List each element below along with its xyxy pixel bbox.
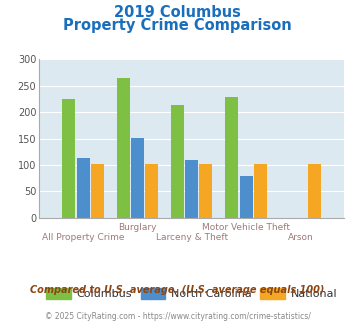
Text: 2019 Columbus: 2019 Columbus xyxy=(114,5,241,20)
Text: Arson: Arson xyxy=(288,233,313,242)
Legend: Columbus, North Carolina, National: Columbus, North Carolina, National xyxy=(42,283,342,304)
Text: All Property Crime: All Property Crime xyxy=(42,233,124,242)
Text: Larceny & Theft: Larceny & Theft xyxy=(155,233,228,242)
Bar xyxy=(145,164,158,218)
Bar xyxy=(254,164,267,218)
Text: Property Crime Comparison: Property Crime Comparison xyxy=(63,18,292,33)
Bar xyxy=(77,158,89,218)
Bar xyxy=(62,99,75,218)
Bar xyxy=(225,97,238,218)
Text: © 2025 CityRating.com - https://www.cityrating.com/crime-statistics/: © 2025 CityRating.com - https://www.city… xyxy=(45,312,310,321)
Bar xyxy=(171,105,184,218)
Text: Motor Vehicle Theft: Motor Vehicle Theft xyxy=(202,223,290,232)
Bar xyxy=(91,164,104,218)
Bar xyxy=(185,160,198,218)
Text: Burglary: Burglary xyxy=(118,223,157,232)
Text: Compared to U.S. average. (U.S. average equals 100): Compared to U.S. average. (U.S. average … xyxy=(30,285,325,295)
Bar xyxy=(240,176,252,218)
Bar xyxy=(200,164,212,218)
Bar xyxy=(308,164,321,218)
Bar xyxy=(117,78,130,218)
Bar xyxy=(131,138,144,218)
